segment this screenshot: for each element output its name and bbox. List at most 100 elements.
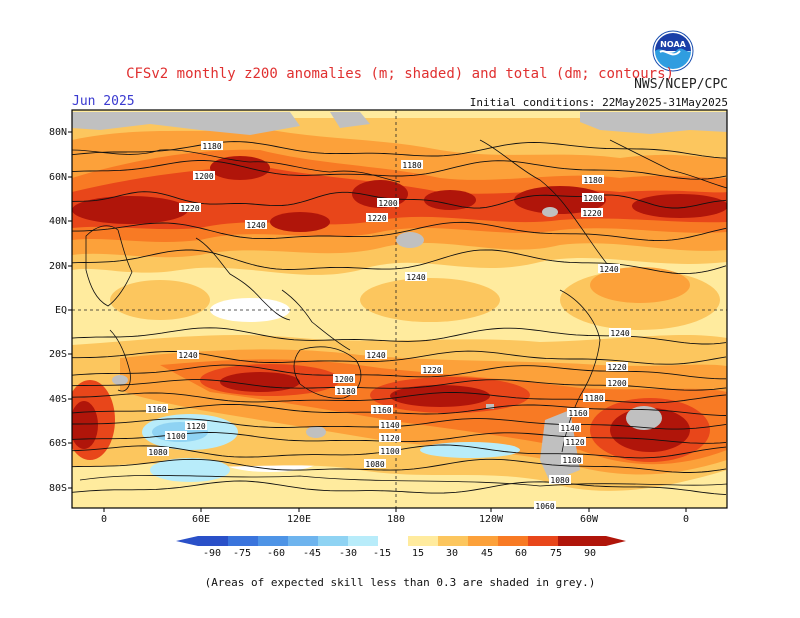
contour-label: 1220 <box>422 366 441 375</box>
contour-label: 1200 <box>607 379 626 388</box>
contour-label: 1140 <box>380 421 399 430</box>
colorbar-swatch <box>558 536 606 546</box>
colorbar-swatch <box>198 536 228 546</box>
contour-line <box>72 221 727 242</box>
colorbar-swatch <box>258 536 288 546</box>
anomaly-band-30 <box>360 278 500 322</box>
lat-label: EQ <box>55 305 67 316</box>
low-skill-area <box>306 426 326 438</box>
lat-label: 40N <box>49 216 67 227</box>
chart-title: CFSv2 monthly z200 anomalies (m; shaded)… <box>126 66 674 82</box>
colorbar-tick: 75 <box>550 548 562 559</box>
contour-label: 1160 <box>568 409 587 418</box>
noaa-logo-icon: NOAA <box>652 30 694 72</box>
latitude-labels: 80N 60N 40N 20N EQ 20S 40S 60S 80S <box>49 127 72 494</box>
contour-label: 1240 <box>178 351 197 360</box>
contour-label: 1120 <box>186 422 205 431</box>
colorbar-swatch <box>498 536 528 546</box>
contour-label: 1060 <box>535 502 554 511</box>
contour-label: 1240 <box>366 351 385 360</box>
low-skill-area <box>330 112 370 128</box>
colorbar-arrow-right <box>606 536 626 546</box>
anomaly-core-90 <box>270 212 330 232</box>
anomaly-zero-patch <box>210 298 290 322</box>
contour-label: 1200 <box>378 199 397 208</box>
colorbar-swatch <box>348 536 378 546</box>
contour-line <box>72 364 726 380</box>
initial-conditions: Initial conditions: 22May2025-31May2025 <box>469 96 728 109</box>
contour-line <box>72 141 727 159</box>
lat-label: 20N <box>49 261 67 272</box>
anomaly-band-45 <box>590 267 690 303</box>
contour-label: 1220 <box>180 204 199 213</box>
contour-label: 1180 <box>583 176 602 185</box>
low-skill-area <box>626 406 662 430</box>
colorbar-swatch <box>408 536 438 546</box>
contour-label: 1180 <box>202 142 221 151</box>
contour-label: 1240 <box>406 273 425 282</box>
lon-label: 60E <box>192 514 210 525</box>
forecast-month: Jun 2025 <box>72 94 135 109</box>
footnote: (Areas of expected skill less than 0.3 a… <box>204 576 596 589</box>
lon-label: 0 <box>683 514 689 525</box>
low-skill-area <box>486 404 494 409</box>
colorbar-tick: 15 <box>412 548 424 559</box>
lon-label: 60W <box>580 514 599 525</box>
contour-labels: 1180 1200 1220 1240 1180 1200 1220 1240 … <box>146 141 631 511</box>
anomaly-core-90 <box>632 194 727 218</box>
low-skill-area <box>72 112 300 135</box>
contour-label: 1240 <box>599 265 618 274</box>
contour-label: 1180 <box>336 387 355 396</box>
colorbar-tick: -30 <box>339 548 357 559</box>
map-field <box>72 110 727 508</box>
contour-line <box>72 458 727 473</box>
contour-label: 1080 <box>365 460 384 469</box>
colorbar-swatch <box>438 536 468 546</box>
colorbar-swatch <box>528 536 558 546</box>
low-skill-area <box>396 232 424 248</box>
noaa-logo: NOAA <box>652 30 694 72</box>
colorbar-tick: 60 <box>515 548 527 559</box>
colorbar: -90 -75 -60 -45 -30 -15 15 30 45 60 75 9… <box>176 536 626 559</box>
low-skill-area <box>580 112 727 134</box>
contour-label: 1120 <box>380 434 399 443</box>
lat-label: 80S <box>49 483 67 494</box>
lat-label: 20S <box>49 349 67 360</box>
contour-label: 1100 <box>166 432 185 441</box>
contour-label: 1080 <box>148 448 167 457</box>
lat-label: 60S <box>49 438 67 449</box>
anomaly-core-90 <box>424 190 476 210</box>
anomaly-core-90 <box>72 401 98 449</box>
lon-label: 120E <box>287 514 311 525</box>
contour-line <box>72 392 727 404</box>
colorbar-tick: 30 <box>446 548 458 559</box>
contour-line <box>72 160 727 180</box>
anomaly-negative-15 <box>420 442 520 458</box>
contour-label: 1100 <box>562 456 581 465</box>
contour-line <box>72 404 727 416</box>
map-frame <box>71 109 728 509</box>
contour-label: 1180 <box>584 394 603 403</box>
colorbar-tick: -15 <box>373 548 391 559</box>
lon-label: 0 <box>101 514 107 525</box>
logo-text: NOAA <box>660 40 686 49</box>
colorbar-arrow-left <box>176 536 198 546</box>
contour-label: 1180 <box>402 161 421 170</box>
colorbar-tick: 90 <box>584 548 596 559</box>
contour-label: 1200 <box>583 194 602 203</box>
anomaly-core-90 <box>210 156 270 180</box>
lon-label: 180 <box>387 514 405 525</box>
colorbar-tick: -60 <box>267 548 285 559</box>
contour-label: 1100 <box>380 447 399 456</box>
contour-label: 1080 <box>550 476 569 485</box>
colorbar-swatch <box>468 536 498 546</box>
colorbar-swatch <box>288 536 318 546</box>
colorbar-tick: -45 <box>303 548 321 559</box>
low-skill-area <box>112 375 128 385</box>
contour-line <box>72 480 727 496</box>
lat-label: 40S <box>49 394 67 405</box>
contour-label: 1120 <box>565 438 584 447</box>
coastlines <box>72 139 727 487</box>
contour-label: 1160 <box>147 405 166 414</box>
